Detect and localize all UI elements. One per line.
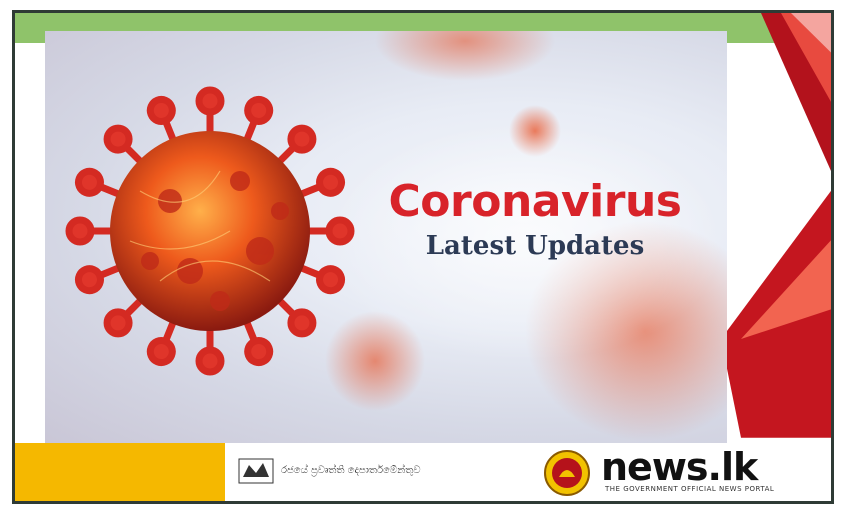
image-frame: Coronavirus Latest Updates රජයේ ප්‍රවෘත්…: [12, 10, 834, 504]
banner-title: Coronavirus: [388, 176, 682, 227]
footer-yellow-block: [15, 443, 225, 501]
news-lk-logo: news.lk: [601, 445, 758, 489]
footer-logo-area: රජයේ ප්‍රවෘත්ති දෙපාර්තමේන්තුව news.lk T…: [225, 443, 831, 501]
footer-bar: රජයේ ප්‍රවෘත්ති දෙපාර්තමේන්තුව news.lk T…: [15, 443, 831, 501]
department-emblem-icon: [238, 458, 274, 484]
banner-subtitle: Latest Updates: [425, 231, 645, 261]
news-lk-tagline: THE GOVERNMENT OFFICIAL NEWS PORTAL: [605, 485, 775, 493]
decorative-red-shapes: [721, 13, 831, 438]
government-emblem-icon: [544, 450, 590, 496]
coronavirus-banner: Coronavirus Latest Updates: [45, 31, 727, 445]
department-text: රජයේ ප්‍රවෘත්ති දෙපාර්තමේන්තුව: [281, 465, 421, 476]
virus-illustration: [65, 31, 727, 441]
virus-icon: [65, 86, 355, 376]
